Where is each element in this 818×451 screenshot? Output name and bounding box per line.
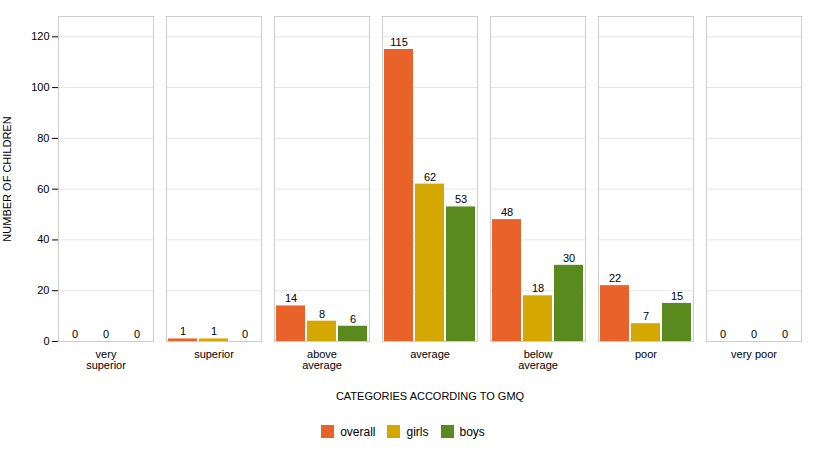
svg-text:aboveaverage: aboveaverage <box>302 348 342 371</box>
svg-text:14: 14 <box>285 292 297 304</box>
svg-text:poor: poor <box>635 348 657 360</box>
svg-text:verysuperior: verysuperior <box>86 348 126 371</box>
svg-text:100: 100 <box>31 81 49 93</box>
svg-text:0: 0 <box>751 328 757 340</box>
svg-text:1: 1 <box>180 325 186 337</box>
svg-text:belowaverage: belowaverage <box>518 348 558 371</box>
svg-text:0: 0 <box>720 328 726 340</box>
svg-text:superior: superior <box>194 348 234 360</box>
svg-text:120: 120 <box>31 30 49 42</box>
svg-text:0: 0 <box>72 328 78 340</box>
svg-text:1: 1 <box>211 325 217 337</box>
svg-text:0: 0 <box>782 328 788 340</box>
svg-text:15: 15 <box>671 290 683 302</box>
svg-text:8: 8 <box>319 308 325 320</box>
html-text:overall: overall <box>340 424 376 439</box>
svg-text:6: 6 <box>350 313 356 325</box>
html-text:boys: boys <box>459 424 485 439</box>
svg-text:average: average <box>410 348 450 360</box>
svg-text:80: 80 <box>37 132 49 144</box>
svg-text:0: 0 <box>242 328 248 340</box>
svg-text:48: 48 <box>501 206 513 218</box>
svg-text:20: 20 <box>37 284 49 296</box>
svg-text:53: 53 <box>455 193 467 205</box>
svg-text:0: 0 <box>103 328 109 340</box>
svg-text:62: 62 <box>424 171 436 183</box>
svg-text:18: 18 <box>532 282 544 294</box>
svg-text:0: 0 <box>134 328 140 340</box>
svg-text:30: 30 <box>563 252 575 264</box>
svg-text:CATEGORIES ACCORDING TO GMQ: CATEGORIES ACCORDING TO GMQ <box>336 390 525 402</box>
svg-text:7: 7 <box>643 310 649 322</box>
svg-text:very poor: very poor <box>731 348 777 360</box>
svg-text:NUMBER OF CHILDREN: NUMBER OF CHILDREN <box>1 116 13 241</box>
svg-text:60: 60 <box>37 183 49 195</box>
svg-text:115: 115 <box>390 36 408 48</box>
html-text:girls: girls <box>406 424 429 439</box>
svg-text:22: 22 <box>609 272 621 284</box>
svg-text:40: 40 <box>37 233 49 245</box>
svg-text:0: 0 <box>43 335 49 347</box>
